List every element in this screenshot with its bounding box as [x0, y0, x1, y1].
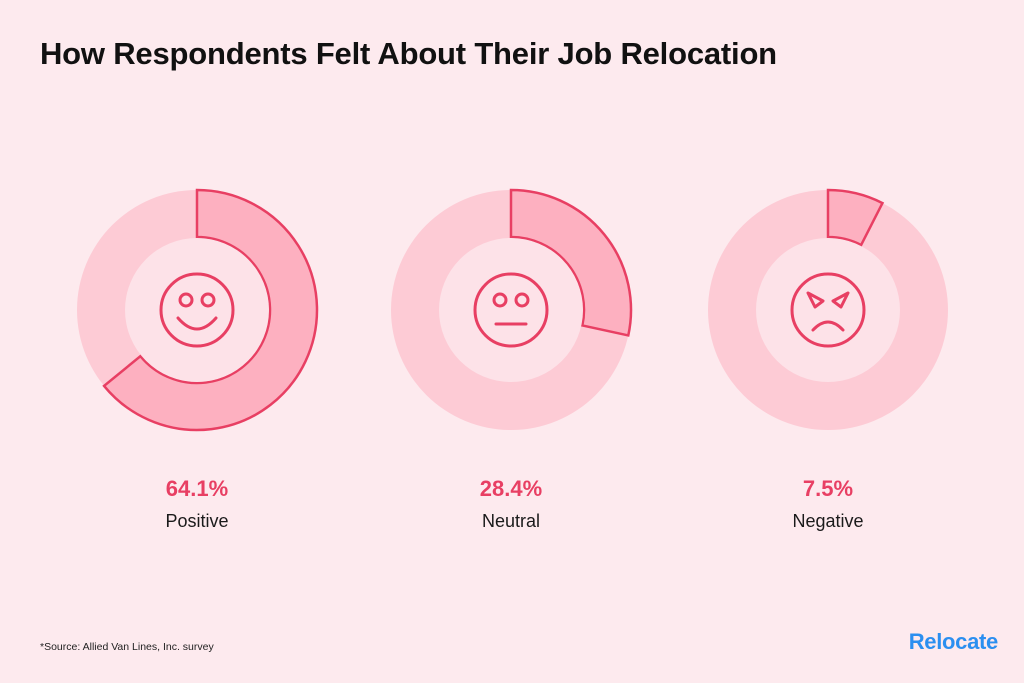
donut-segment-positive	[102, 188, 319, 432]
category-label-negative: Negative	[792, 511, 864, 531]
donut-positive	[77, 188, 319, 432]
category-label-positive: Positive	[165, 511, 229, 531]
value-label-neutral: 28.4%	[479, 476, 543, 501]
smiling-face-icon	[159, 272, 235, 348]
brand-logo[interactable]: Relocate	[908, 629, 999, 654]
donut-hole	[756, 238, 900, 382]
donut-segment-neutral	[509, 188, 633, 337]
page-title: How Respondents Felt About Their Job Rel…	[40, 36, 777, 71]
value-label-positive: 64.1%	[165, 476, 229, 501]
donut-negative	[708, 188, 948, 430]
donut-segment-negative	[826, 188, 885, 247]
donut-hole	[125, 238, 269, 382]
value-label-negative: 7.5%	[802, 476, 854, 501]
angry-face-icon	[790, 272, 866, 348]
category-label-neutral: Neutral	[481, 511, 541, 531]
neutral-face-icon	[473, 272, 549, 348]
donut-neutral	[391, 188, 633, 430]
donut-hole	[439, 238, 583, 382]
source-note: *Source: Allied Van Lines, Inc. survey	[40, 641, 214, 653]
